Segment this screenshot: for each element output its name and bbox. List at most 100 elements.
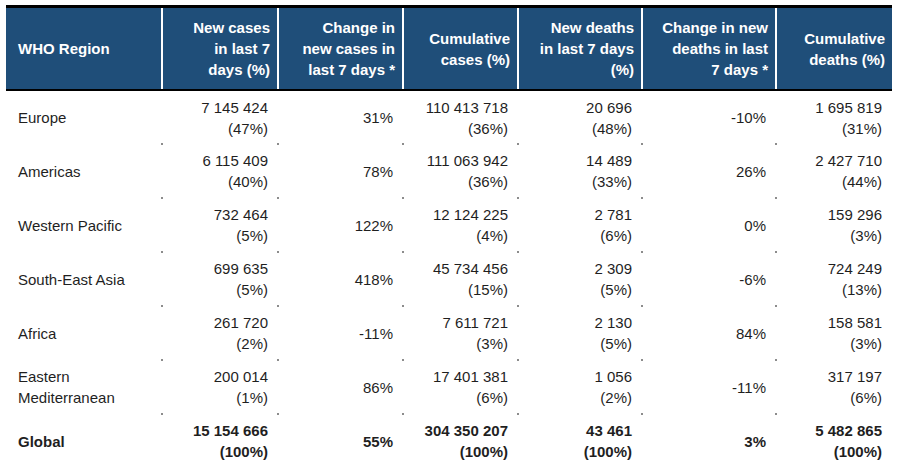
cell-new-cases: 261 720 (2%) <box>162 306 278 360</box>
cumulative-deaths-value: 158 581 <box>780 312 882 333</box>
new-cases-value: 6 115 409 <box>166 150 268 171</box>
table-row-europe: Europe 7 145 424 (47%) 31% 110 413 718 (… <box>6 90 892 144</box>
cell-change-new-cases: -11% <box>278 306 403 360</box>
new-deaths-value: 1 056 <box>522 366 632 387</box>
new-cases-value: 7 145 424 <box>166 97 268 118</box>
new-cases-value: 15 154 666 <box>166 420 268 441</box>
new-deaths-value: 14 489 <box>522 150 632 171</box>
cumulative-deaths-value: 317 197 <box>780 366 882 387</box>
col-header-change-new-deaths: Change in new deaths in last 7 days * <box>642 7 776 91</box>
cell-new-deaths: 1 056 (2%) <box>518 360 642 414</box>
new-cases-pct: (47%) <box>166 118 268 139</box>
new-cases-value: 732 464 <box>166 204 268 225</box>
cell-new-deaths: 43 461 (100%) <box>518 414 642 468</box>
cell-cumulative-cases: 304 350 207 (100%) <box>403 414 518 468</box>
cell-new-cases: 7 145 424 (47%) <box>162 90 278 144</box>
region-name: Global <box>6 414 162 468</box>
cell-change-new-deaths: -11% <box>642 360 776 414</box>
new-cases-pct: (1%) <box>166 387 268 408</box>
cell-new-cases: 200 014 (1%) <box>162 360 278 414</box>
table-row-americas: Americas 6 115 409 (40%) 78% 111 063 942… <box>6 144 892 198</box>
col-header-change-new-cases: Change in new cases in last 7 days * <box>278 7 403 91</box>
region-name: Europe <box>6 90 162 144</box>
new-cases-value: 200 014 <box>166 366 268 387</box>
cumulative-deaths-pct: (6%) <box>780 387 882 408</box>
header-row: WHO Region New cases in last 7 days (%) … <box>6 7 892 91</box>
cumulative-deaths-pct: (3%) <box>780 225 882 246</box>
new-cases-pct: (2%) <box>166 333 268 354</box>
region-name: Western Pacific <box>6 198 162 252</box>
cumulative-cases-value: 7 611 721 <box>407 312 508 333</box>
col-header-cumulative-cases: Cumulative cases (%) <box>403 7 518 91</box>
cell-change-new-cases: 78% <box>278 144 403 198</box>
cumulative-deaths-value: 5 482 865 <box>780 420 882 441</box>
col-header-cumulative-deaths: Cumulative deaths (%) <box>776 7 892 91</box>
new-cases-value: 261 720 <box>166 312 268 333</box>
cell-cumulative-cases: 45 734 456 (15%) <box>403 252 518 306</box>
new-cases-value: 699 635 <box>166 258 268 279</box>
cell-new-deaths: 20 696 (48%) <box>518 90 642 144</box>
region-name: South-East Asia <box>6 252 162 306</box>
col-header-new-deaths: New deaths in last 7 days (%) <box>518 7 642 91</box>
new-deaths-value: 43 461 <box>522 420 632 441</box>
cell-cumulative-cases: 110 413 718 (36%) <box>403 90 518 144</box>
cumulative-deaths-value: 159 296 <box>780 204 882 225</box>
cumulative-cases-pct: (4%) <box>407 225 508 246</box>
cell-cumulative-cases: 111 063 942 (36%) <box>403 144 518 198</box>
new-deaths-pct: (6%) <box>522 225 632 246</box>
region-name: Eastern Mediterranean <box>6 360 162 414</box>
table-row-western-pacific: Western Pacific 732 464 (5%) 122% 12 124… <box>6 198 892 252</box>
cell-change-new-cases: 86% <box>278 360 403 414</box>
cumulative-deaths-pct: (13%) <box>780 279 882 300</box>
new-deaths-pct: (48%) <box>522 118 632 139</box>
cell-cumulative-deaths: 2 427 710 (44%) <box>776 144 892 198</box>
cumulative-deaths-value: 1 695 819 <box>780 97 882 118</box>
cell-cumulative-deaths: 317 197 (6%) <box>776 360 892 414</box>
table-row-global: Global 15 154 666 (100%) 55% 304 350 207… <box>6 414 892 468</box>
table-row-africa: Africa 261 720 (2%) -11% 7 611 721 (3%) … <box>6 306 892 360</box>
cell-cumulative-deaths: 724 249 (13%) <box>776 252 892 306</box>
cumulative-cases-pct: (3%) <box>407 333 508 354</box>
cell-change-new-deaths: -10% <box>642 90 776 144</box>
new-deaths-value: 20 696 <box>522 97 632 118</box>
cell-new-cases: 732 464 (5%) <box>162 198 278 252</box>
cumulative-cases-value: 110 413 718 <box>407 97 508 118</box>
cell-cumulative-cases: 12 124 225 (4%) <box>403 198 518 252</box>
table-row-south-east-asia: South-East Asia 699 635 (5%) 418% 45 734… <box>6 252 892 306</box>
cumulative-cases-value: 304 350 207 <box>407 420 508 441</box>
cell-change-new-cases: 122% <box>278 198 403 252</box>
new-cases-pct: (5%) <box>166 225 268 246</box>
new-deaths-pct: (2%) <box>522 387 632 408</box>
table-header: WHO Region New cases in last 7 days (%) … <box>6 7 892 91</box>
cell-change-new-deaths: 3% <box>642 414 776 468</box>
cell-change-new-cases: 31% <box>278 90 403 144</box>
new-cases-pct: (40%) <box>166 171 268 192</box>
cumulative-deaths-pct: (3%) <box>780 333 882 354</box>
col-header-new-cases: New cases in last 7 days (%) <box>162 7 278 91</box>
cell-change-new-deaths: -6% <box>642 252 776 306</box>
cell-cumulative-cases: 17 401 381 (6%) <box>403 360 518 414</box>
cell-new-cases: 699 635 (5%) <box>162 252 278 306</box>
cumulative-cases-pct: (6%) <box>407 387 508 408</box>
cumulative-cases-value: 111 063 942 <box>407 150 508 171</box>
cumulative-cases-value: 12 124 225 <box>407 204 508 225</box>
new-deaths-value: 2 781 <box>522 204 632 225</box>
cell-cumulative-cases: 7 611 721 (3%) <box>403 306 518 360</box>
col-header-who-region: WHO Region <box>6 7 162 91</box>
who-region-table: WHO Region New cases in last 7 days (%) … <box>6 5 892 468</box>
new-cases-pct: (100%) <box>166 441 268 462</box>
cell-change-new-deaths: 84% <box>642 306 776 360</box>
cell-new-deaths: 14 489 (33%) <box>518 144 642 198</box>
cumulative-cases-value: 45 734 456 <box>407 258 508 279</box>
new-deaths-pct: (100%) <box>522 441 632 462</box>
cell-new-deaths: 2 781 (6%) <box>518 198 642 252</box>
table-row-eastern-mediterranean: Eastern Mediterranean 200 014 (1%) 86% 1… <box>6 360 892 414</box>
cell-cumulative-deaths: 1 695 819 (31%) <box>776 90 892 144</box>
cell-cumulative-deaths: 5 482 865 (100%) <box>776 414 892 468</box>
new-deaths-value: 2 309 <box>522 258 632 279</box>
new-deaths-pct: (33%) <box>522 171 632 192</box>
cell-change-new-cases: 418% <box>278 252 403 306</box>
cell-change-new-deaths: 26% <box>642 144 776 198</box>
cell-change-new-cases: 55% <box>278 414 403 468</box>
cell-new-deaths: 2 309 (5%) <box>518 252 642 306</box>
